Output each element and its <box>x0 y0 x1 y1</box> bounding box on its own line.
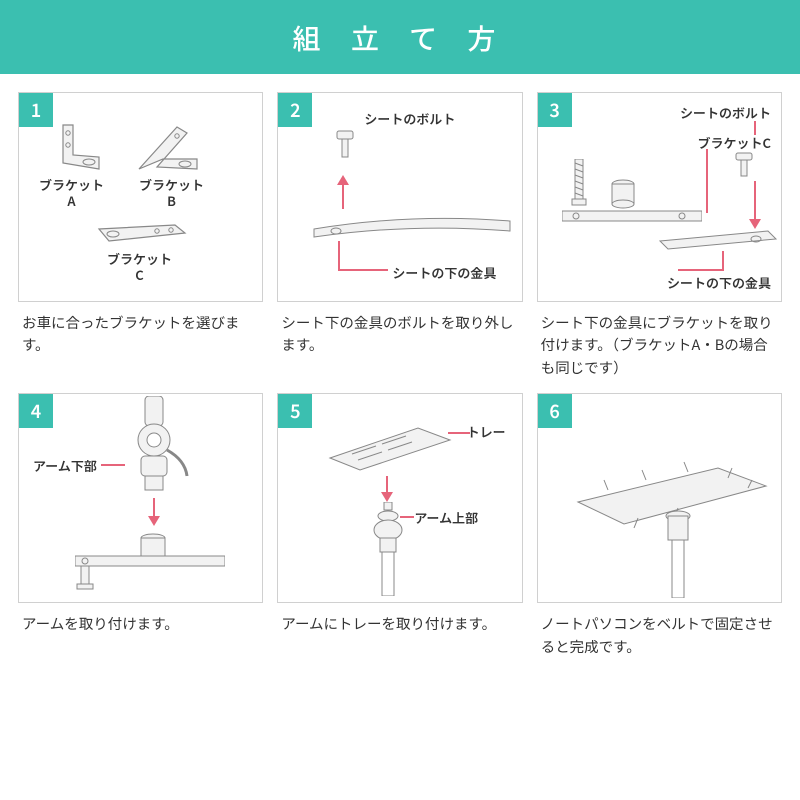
seat-metal-label: シートの下の金具 <box>392 263 496 282</box>
step-4-num: 4 <box>19 394 53 428</box>
step-2: 2 シートのボルト シートの下の金具 シート下の金具のボルトを取り外します。 <box>277 92 522 379</box>
laptop-tray-icon <box>568 438 768 598</box>
step-1-caption: お車に合ったブラケットを選びます。 <box>18 302 263 357</box>
step-6-box: 6 <box>537 393 782 603</box>
step-2-caption: シート下の金具のボルトを取り外します。 <box>277 302 522 357</box>
bolt-icon-3 <box>734 151 754 179</box>
bracket-b-label: ブラケット B <box>139 177 204 208</box>
bracket-bar-3 <box>562 209 702 223</box>
seat-bolt-label: シートのボルト <box>364 109 455 128</box>
step-5-box: 5 トレー アーム上部 <box>277 393 522 603</box>
seat-metal-label-3: シートの下の金具 <box>667 273 771 292</box>
tray-icon <box>322 420 452 474</box>
step-4-caption: アームを取り付けます。 <box>18 603 263 635</box>
seat-bolt-label-3: シートのボルト <box>680 103 771 122</box>
arm-lower-label: アーム下部 <box>33 456 97 475</box>
bracket-a-label: ブラケット A <box>39 177 104 208</box>
bracket-c-label-3: ブラケットC <box>698 133 771 152</box>
bracket-assy-icon <box>75 528 225 590</box>
step-6-caption: ノートパソコンをベルトで固定させると完成です。 <box>537 603 782 658</box>
step-4-box: 4 アーム下部 <box>18 393 263 603</box>
step-3-num: 3 <box>538 93 572 127</box>
bracket-b-icon <box>137 123 199 171</box>
step-5-num: 5 <box>278 394 312 428</box>
bolt-icon <box>334 129 356 161</box>
step-4: 4 アーム下部 <box>18 393 263 658</box>
arm-upper-icon <box>127 396 191 496</box>
arm-upper-label: アーム上部 <box>414 508 478 527</box>
step-6: 6 ノートパソコンをベルトで固定させると完成です。 <box>537 393 782 658</box>
step-5-caption: アームにトレーを取り付けます。 <box>277 603 522 635</box>
step-1-num: 1 <box>19 93 53 127</box>
page-title: 組 立 て 方 <box>0 0 800 74</box>
step-5: 5 トレー アーム上部 アームにトレーを取り付けます。 <box>277 393 522 658</box>
step-3-box: 3 シートのボルト ブラケットC <box>537 92 782 302</box>
step-2-num: 2 <box>278 93 312 127</box>
tray-label: トレー <box>467 422 506 441</box>
step-3: 3 シートのボルト ブラケットC <box>537 92 782 379</box>
bracket-a-icon <box>61 123 101 171</box>
seat-rail-3 <box>658 227 778 253</box>
seat-rail-icon <box>312 211 512 239</box>
bracket-c-label: ブラケット C <box>107 251 172 282</box>
steps-grid: 1 ブラケット A ブラケット B ブラ <box>0 74 800 658</box>
step-1-box: 1 ブラケット A ブラケット B ブラ <box>18 92 263 302</box>
step-1: 1 ブラケット A ブラケット B ブラ <box>18 92 263 379</box>
step-6-num: 6 <box>538 394 572 428</box>
step-3-caption: シート下の金具にブラケットを取り付けます。（ブラケットA・Bの場合も同じです） <box>537 302 782 379</box>
bracket-c-icon <box>97 223 187 245</box>
cylinder-icon-3 <box>610 179 636 209</box>
step-2-box: 2 シートのボルト シートの下の金具 <box>277 92 522 302</box>
screw-icon-3 <box>570 159 588 209</box>
